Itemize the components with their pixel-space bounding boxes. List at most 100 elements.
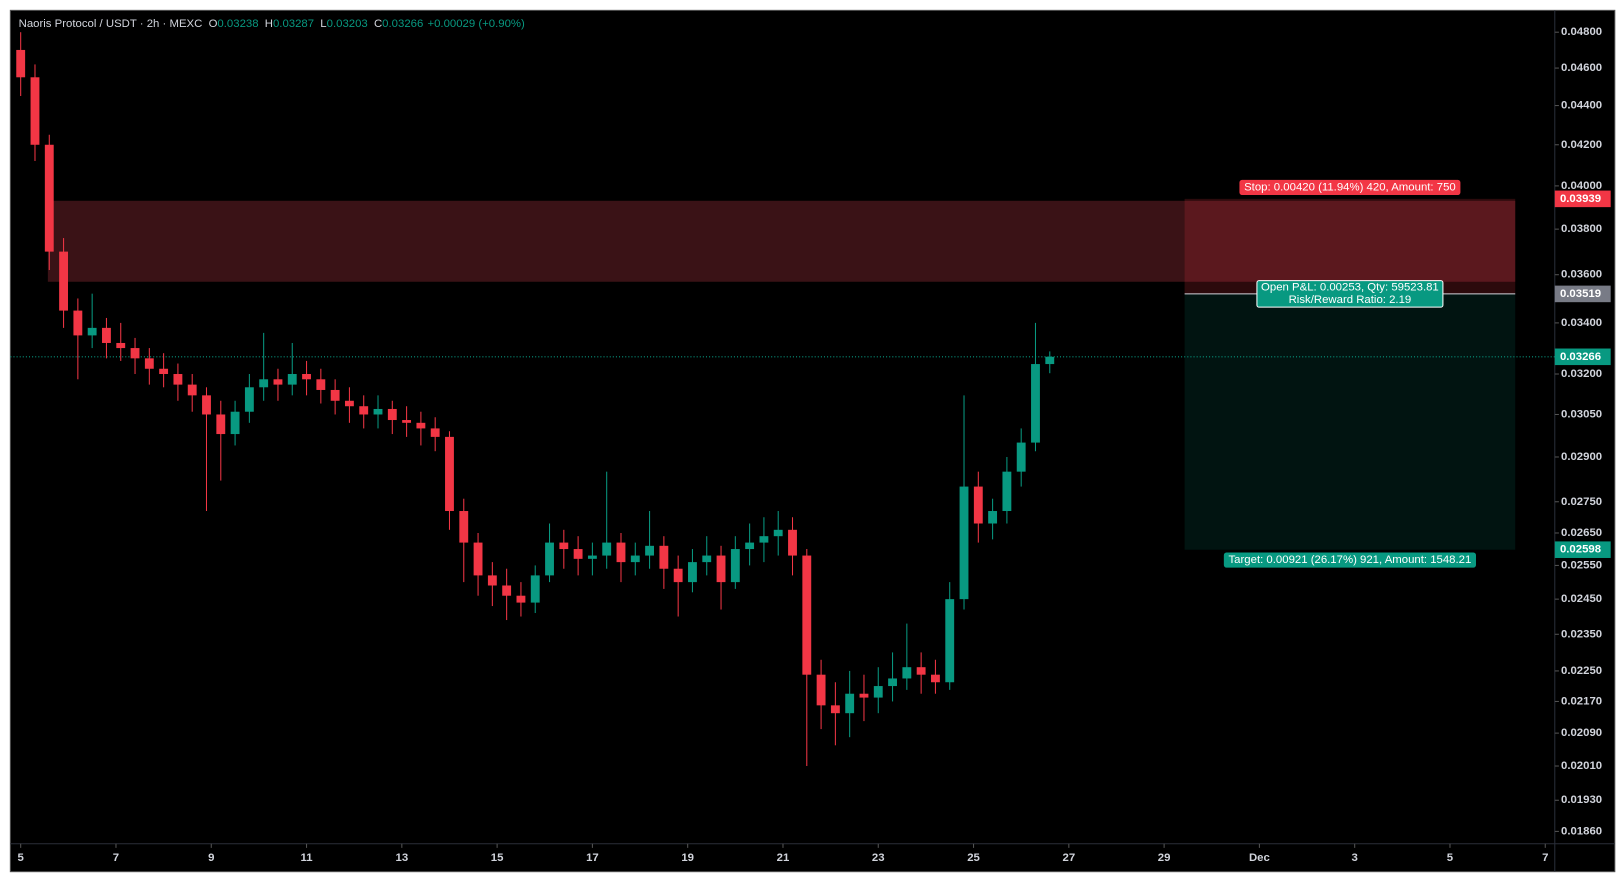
label-box [1256,280,1444,308]
price-badge [1554,190,1611,208]
candle-body [830,705,840,714]
candle-body [730,549,740,583]
candle-body [759,536,769,543]
candle-body [587,555,597,559]
label-text: Stop: 0.00420 (11.94%) 420, Amount: 750 [1244,181,1456,193]
x-tick-label: 7 [113,852,119,864]
candle-body [988,511,998,524]
candle-body [259,379,269,388]
candle-body [44,144,54,252]
candle-body [916,667,926,675]
y-tick-label: 0.02750 [1561,496,1602,508]
y-tick-label: 0.04200 [1561,139,1602,151]
labels: 0.04800 0.04600 0.04400 0.04200 0.04000 0.038… [18,26,1611,864]
y-tick-label: 0.02010 [1561,760,1602,772]
x-tick-label: 9 [208,852,214,864]
x-tick-label: 29 [1158,852,1171,864]
ohlc-value: 0.03266 [382,18,423,30]
y-tick-label: 0.01930 [1561,794,1602,806]
x-tick-label: 3 [1352,852,1358,864]
candle-body [144,358,154,369]
zones [10,198,1555,550]
y-tick-label: 0.02350 [1561,628,1602,640]
candle-body [244,387,254,412]
candle-body [473,542,483,576]
candle-body [888,678,897,687]
y-tick-label: 0.02450 [1561,593,1602,605]
candle-body [930,674,940,683]
candle-body [945,599,955,683]
candle-body [630,555,640,563]
x-tick-label: 7 [1542,852,1548,864]
candle-body [502,585,512,596]
candle-body [902,667,912,679]
legend: Naoris Protocol / USDT · 2h · MEXC O 0.032… [19,18,525,30]
label-box [1239,179,1461,196]
candle-body [230,411,240,435]
candle-body [745,542,755,550]
candle-body [816,674,826,706]
candle-body [302,374,311,380]
candle-body [859,693,869,698]
y-tick-label: 0.03800 [1561,223,1602,235]
candle-body [102,327,111,343]
position-label: Target: 0.00921 (26.17%) 921, Amount: 15… [1223,552,1476,568]
label-text: Open P&L: 0.00253, Qty: 59523.81 [1261,282,1439,294]
candle-body [788,529,797,556]
candle-body [716,555,726,583]
candle-body [702,555,712,563]
position-label: Open P&L: 0.00253, Qty: 59523.81Risk/Rew… [1256,280,1444,308]
x-tick-label: 27 [1063,852,1076,864]
candle-body [1031,364,1040,443]
symbol: Naoris Protocol / USDT · 2h · MEXC [19,18,203,30]
x-tick-label: 23 [872,852,885,864]
ohlc-value: 0.03203 [327,18,368,30]
x-tick-label: 15 [491,852,504,864]
x-tick-label: 5 [18,852,25,864]
y-tick-label: 0.04800 [1561,26,1602,38]
candle-body [1002,471,1012,512]
candle-body [959,486,969,600]
candle-body [330,389,340,401]
y-tick-label: 0.02650 [1561,527,1602,539]
candle-body [116,342,126,349]
candle-body [187,384,197,396]
candle-body [645,545,655,556]
candle-body [973,486,983,524]
x-tick-label: 25 [967,852,980,864]
price-badge [1554,348,1611,366]
candle-body [344,400,354,407]
candle-body [573,549,583,559]
candle-body [73,310,83,336]
x-tick-label: 19 [681,852,694,864]
price-badge-label: 0.03266 [1560,351,1601,363]
candle-body [873,686,883,698]
target-zone [1184,293,1516,550]
candle-body [16,49,26,78]
y-tick-label: 0.04000 [1561,180,1602,192]
candle-body [530,575,540,603]
x-tick-label: 11 [301,852,314,864]
x-tick-label: Dec [1249,852,1270,864]
candle-body [87,327,97,336]
x-tick-label: 21 [777,852,790,864]
ohlc-label: O [209,18,218,30]
candle-body [216,414,226,435]
candle-body [459,511,469,543]
price-badge-label: 0.03939 [1560,193,1601,205]
label-text: Risk/Reward Ratio: 2.19 [1289,294,1412,306]
candle-body [773,529,783,537]
candle-body [159,368,169,375]
candle-body [673,568,683,583]
y-tick-label: 0.03200 [1561,368,1602,380]
ohlc-label: C [374,18,382,30]
y-tick-label: 0.04400 [1561,100,1602,112]
candle-body [445,436,454,512]
candle-body [1045,356,1055,365]
price-badge-label: 0.03519 [1560,288,1601,300]
ohlc-label: H [265,18,273,30]
candle-body [373,408,383,415]
candle-body [545,542,554,576]
change: +0.00029 (+0.90%) [427,18,525,30]
